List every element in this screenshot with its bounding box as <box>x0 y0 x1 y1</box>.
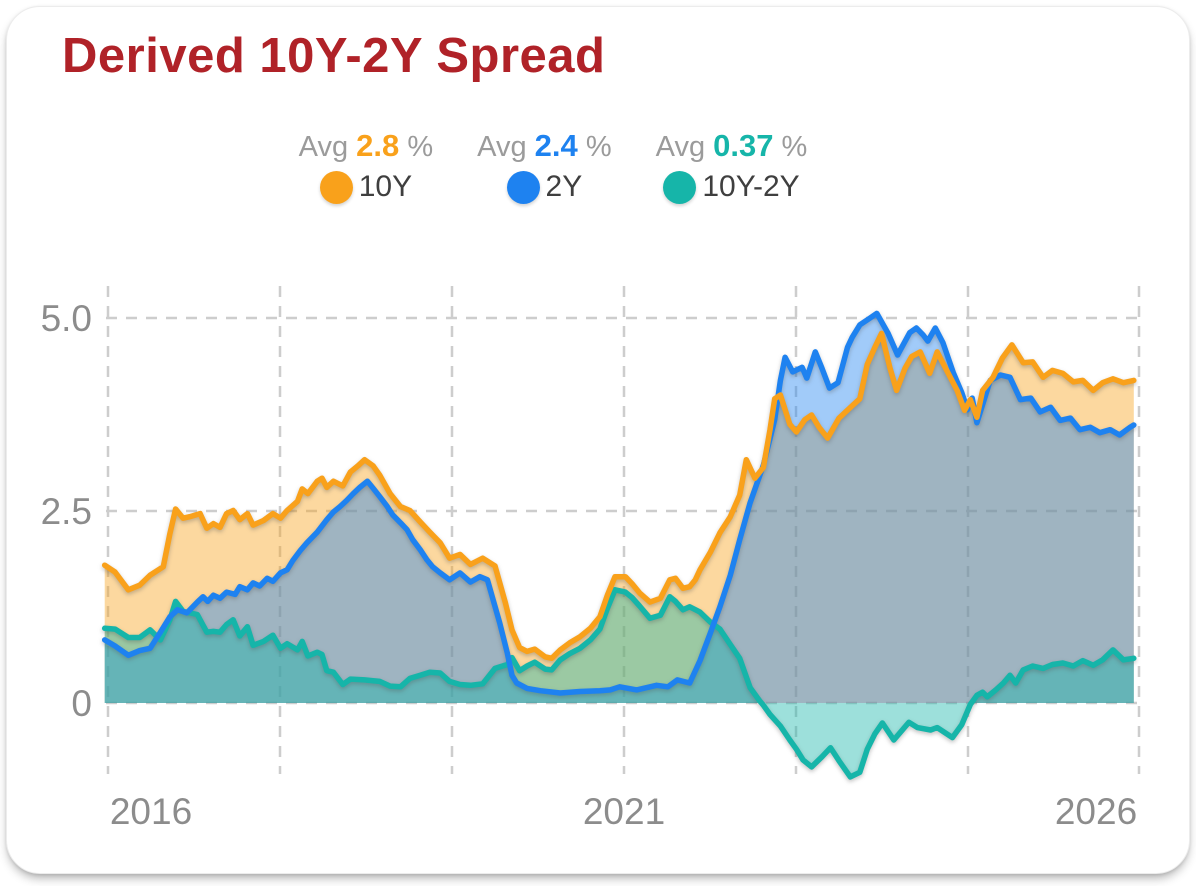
chart-legend: Avg 2.8 % 10Y Avg 2.4 % 2Y Avg 0.37 % 10… <box>0 128 1196 204</box>
avg-unit: % <box>781 131 808 163</box>
x-tick-label: 2021 <box>583 791 665 832</box>
avg-unit: % <box>407 131 434 163</box>
line-10Y <box>101 330 1137 662</box>
legend-series-2y: 2Y <box>506 170 583 204</box>
legend-avg-spread: Avg 0.37 % <box>656 128 808 164</box>
series-name-2y: 2Y <box>545 170 583 203</box>
avg-prefix: Avg <box>655 131 706 163</box>
series-dot-icon <box>506 170 540 204</box>
avg-prefix: Avg <box>477 131 527 163</box>
page-title: Derived 10Y-2Y Spread <box>62 29 606 83</box>
legend-item-10y[interactable]: Avg 2.8 % 10Y <box>299 128 433 204</box>
series-dot-icon <box>319 170 353 204</box>
x-tick-label: 2026 <box>1055 791 1137 832</box>
legend-item-2y[interactable]: Avg 2.4 % 2Y <box>477 128 612 204</box>
series-name-10y: 10Y <box>358 170 413 203</box>
y-tick-label: 2.5 <box>41 491 92 532</box>
legend-avg-10y: Avg 2.8 % <box>299 128 433 164</box>
legend-item-spread[interactable]: Avg 0.37 % 10Y-2Y <box>656 128 808 204</box>
area-10Y <box>104 333 1134 703</box>
line-2Y <box>101 310 1137 696</box>
chart-card <box>6 6 1190 874</box>
y-tick-label: 5.0 <box>41 298 92 339</box>
legend-series-10y: 10Y <box>319 170 413 204</box>
area-2Y <box>104 313 1134 703</box>
series-name-spread: 10Y-2Y <box>702 170 800 203</box>
legend-series-spread: 10Y-2Y <box>663 170 800 204</box>
avg-prefix: Avg <box>298 131 349 163</box>
x-tick-label: 2016 <box>110 791 192 832</box>
series-lines <box>101 310 1137 780</box>
axis-labels: 5.0 2.5 0 2016 2021 2026 <box>41 298 1138 832</box>
legend-avg-2y: Avg 2.4 % <box>477 128 611 164</box>
avg-value-2y: 2.4 <box>534 128 578 163</box>
series-areas <box>104 313 1134 777</box>
line-10Y-2Y <box>101 587 1137 780</box>
avg-value-10y: 2.8 <box>356 128 400 163</box>
avg-unit: % <box>585 131 612 163</box>
y-tick-label: 0 <box>71 683 92 724</box>
avg-value-spread: 0.37 <box>713 128 774 163</box>
series-dot-icon <box>663 170 697 204</box>
